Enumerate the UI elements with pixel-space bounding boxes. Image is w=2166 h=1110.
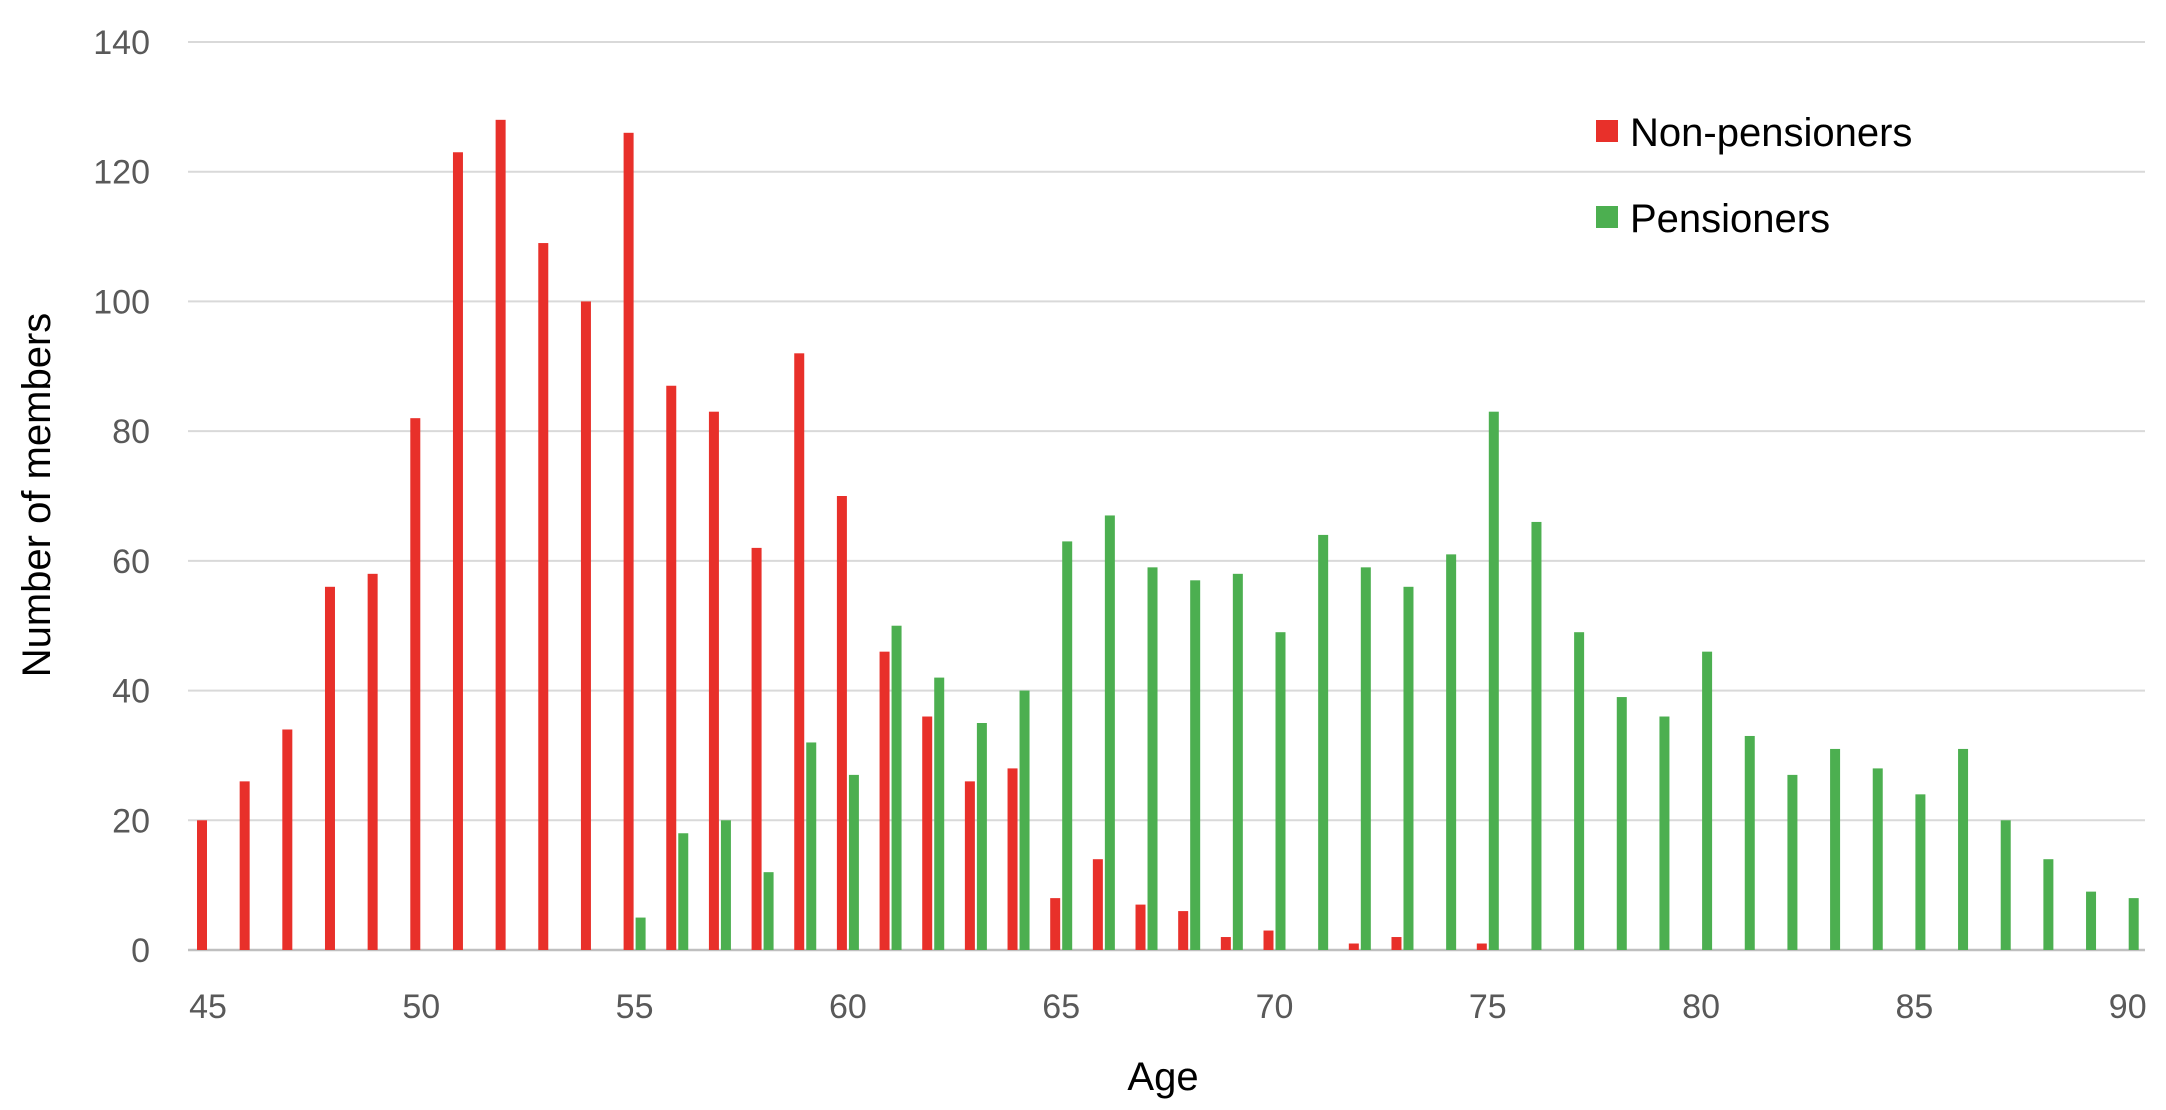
bar-non-pensioners [1220, 937, 1231, 950]
bar-pensioners [1702, 651, 1713, 950]
bar-pensioners [2128, 898, 2139, 950]
bar-pensioners [2000, 820, 2011, 950]
legend: Non-pensioners Pensioners [1596, 111, 1912, 241]
bar-non-pensioners [1476, 943, 1487, 950]
bar-pensioners [848, 774, 859, 950]
bar-pensioners [678, 833, 689, 950]
bar-non-pensioners [1263, 930, 1274, 950]
bar-pensioners [2086, 891, 2097, 950]
bar-pensioners [1787, 774, 1798, 950]
bar-pensioners [806, 742, 817, 950]
x-tick-label: 90 [2109, 988, 2147, 1026]
y-tick-label: 80 [112, 413, 150, 451]
bar-pensioners [1062, 541, 1073, 950]
legend-item-non-pensioners: Non-pensioners [1596, 111, 1912, 155]
y-tick-label: 120 [93, 154, 150, 192]
bar-non-pensioners [1348, 943, 1359, 950]
x-tick-label: 45 [189, 988, 227, 1026]
bar-pensioners [1958, 748, 1969, 950]
y-axis-title: Number of members [15, 313, 59, 678]
bar-non-pensioners [836, 496, 847, 950]
bar-pensioners [1446, 554, 1457, 950]
bar-non-pensioners [197, 820, 207, 950]
bar-non-pensioners [922, 716, 933, 950]
bar-non-pensioners [580, 301, 591, 950]
bar-pensioners [1190, 580, 1201, 950]
bar-non-pensioners [324, 586, 335, 950]
bar-pensioners [1019, 690, 1030, 950]
y-tick-label: 40 [112, 673, 150, 711]
bar-non-pensioners [495, 119, 506, 951]
bar-pensioners [1531, 521, 1542, 950]
x-axis-title: Age [1127, 1055, 1198, 1099]
bar-pensioners [1915, 794, 1926, 950]
y-tick-label: 60 [112, 543, 150, 581]
y-tick-label: 20 [112, 802, 150, 840]
y-tick-label: 0 [131, 932, 150, 970]
bar-non-pensioners [1391, 937, 1402, 950]
x-axis-ticks: 45 50 55 60 65 70 75 80 85 90 [189, 988, 2147, 1026]
bar-non-pensioners [538, 243, 549, 951]
bar-pensioners [1318, 534, 1329, 950]
bar-pensioners [891, 625, 902, 950]
bar-pensioners [1147, 567, 1158, 950]
x-tick-label: 80 [1682, 988, 1720, 1026]
bar-non-pensioners [1178, 911, 1189, 950]
y-tick-label: 100 [93, 283, 150, 321]
bar-non-pensioners [1050, 898, 1061, 950]
bar-pensioners [1104, 515, 1115, 950]
bar-pensioners [635, 917, 646, 950]
bar-non-pensioners [239, 781, 250, 950]
bar-pensioners [976, 723, 987, 950]
x-tick-label: 75 [1469, 988, 1507, 1026]
y-tick-label: 140 [93, 24, 150, 62]
bar-non-pensioners [964, 781, 975, 950]
x-tick-label: 55 [616, 988, 654, 1026]
x-tick-label: 85 [1895, 988, 1933, 1026]
bar-pensioners [934, 677, 945, 950]
bar-non-pensioners [879, 651, 890, 950]
bar-non-pensioners [1135, 904, 1146, 950]
bar-pensioners [763, 872, 774, 950]
bar-non-pensioners [708, 411, 719, 951]
bar-non-pensioners [666, 385, 677, 950]
bar-pensioners [1659, 716, 1670, 950]
bar-pensioners [1232, 573, 1243, 950]
bar-pensioners [1872, 768, 1883, 950]
x-tick-label: 60 [829, 988, 867, 1026]
legend-label-pensioners: Pensioners [1630, 197, 1830, 241]
bar-pensioners [1275, 632, 1286, 950]
bar-pensioners [1403, 586, 1414, 950]
bar-pensioners [2043, 859, 2054, 950]
x-tick-label: 50 [402, 988, 440, 1026]
bar-pensioners [1360, 567, 1371, 950]
bar-pensioners [1744, 735, 1755, 950]
bar-non-pensioners [1007, 768, 1018, 950]
bar-non-pensioners [410, 418, 421, 951]
bar-pensioners [1830, 748, 1841, 950]
bars [197, 119, 2139, 951]
legend-swatch-non-pensioners [1596, 120, 1618, 142]
bar-pensioners [1616, 697, 1627, 950]
bar-pensioners [1574, 632, 1585, 950]
bar-non-pensioners [794, 353, 805, 950]
x-tick-label: 65 [1042, 988, 1080, 1026]
bar-pensioners [1488, 411, 1499, 951]
bar-pensioners [720, 820, 731, 950]
legend-swatch-pensioners [1596, 206, 1618, 228]
bar-non-pensioners [367, 573, 378, 950]
bar-non-pensioners [452, 152, 463, 950]
bar-non-pensioners [623, 132, 634, 951]
legend-label-non-pensioners: Non-pensioners [1630, 111, 1912, 155]
x-tick-label: 70 [1256, 988, 1294, 1026]
bar-non-pensioners [1092, 859, 1103, 950]
bar-non-pensioners [282, 729, 293, 950]
gridlines [188, 41, 2145, 952]
y-axis-ticks: 0 20 40 60 80 100 120 140 [93, 24, 150, 970]
legend-item-pensioners: Pensioners [1596, 197, 1830, 241]
bar-non-pensioners [751, 547, 762, 950]
